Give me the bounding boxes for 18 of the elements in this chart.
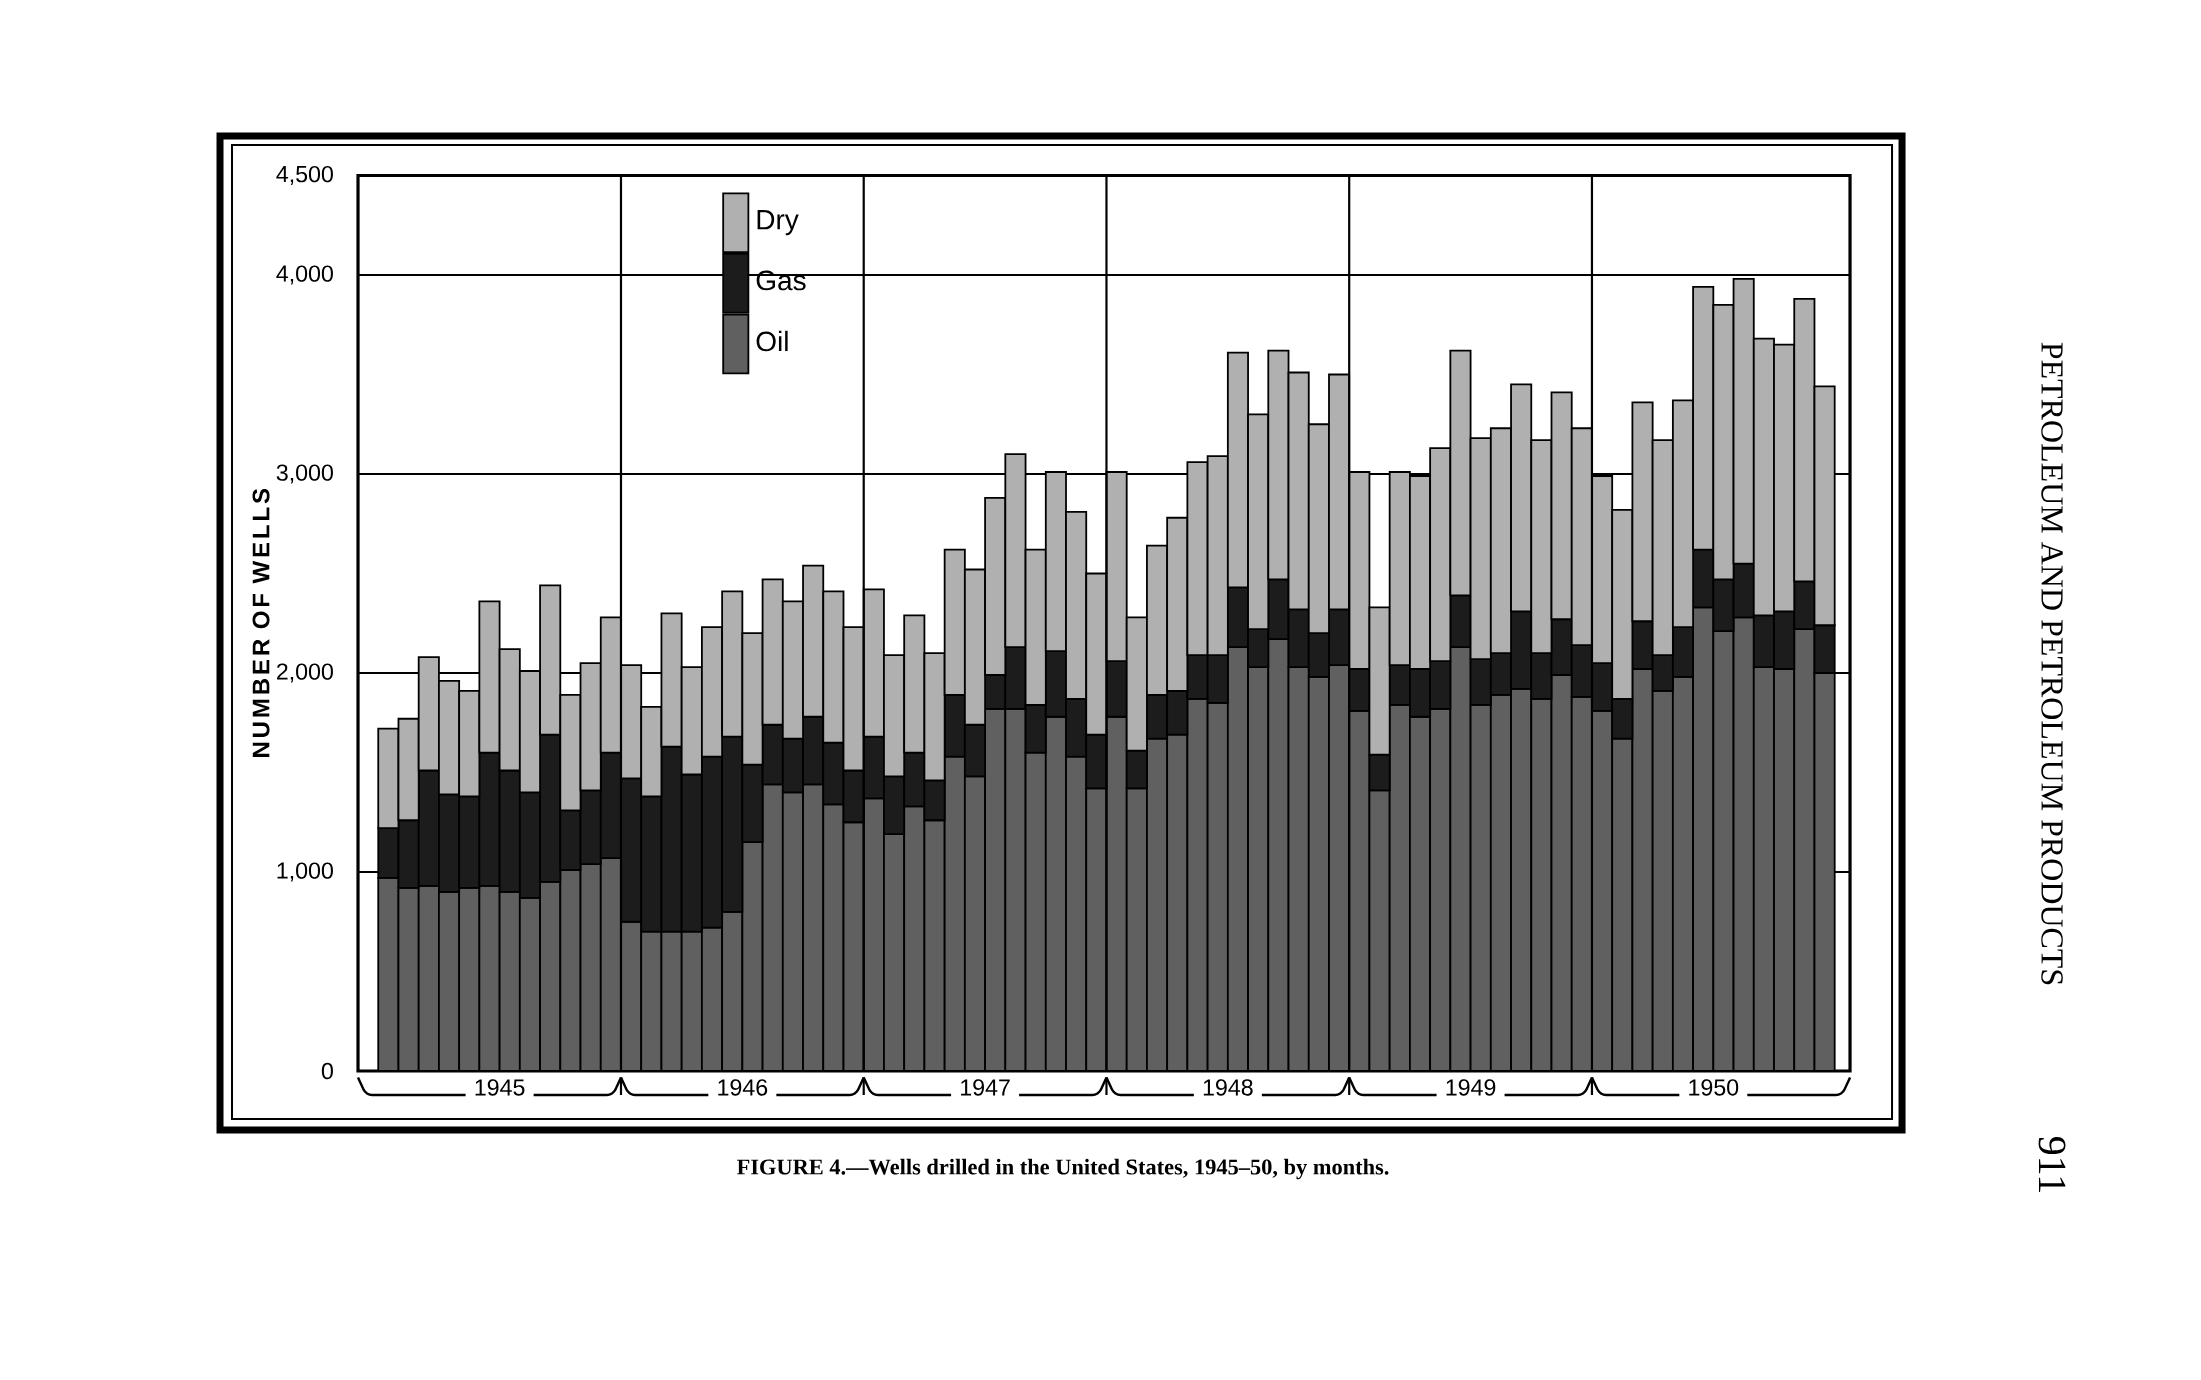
- x-tick-label: 1945: [475, 1079, 525, 1096]
- legend-label: Oil: [756, 330, 788, 352]
- y-tick-label: 3,000: [276, 464, 333, 484]
- y-tick-label: 4,000: [276, 265, 333, 285]
- text: 911: [2038, 1137, 2066, 1192]
- caption: FIGURE 4.—Wells drilled in the United States, 1945–50, by months.: [737, 1158, 1389, 1180]
- y-tick-label: 4,500: [276, 165, 333, 186]
- y-tick-label: 1,000: [277, 862, 333, 882]
- y-tick-label: 2,000: [277, 663, 333, 683]
- x-tick-label: 1949: [1446, 1079, 1496, 1096]
- legend-label: Dry: [757, 210, 799, 236]
- x-tick-label: 1946: [718, 1079, 768, 1096]
- x-tick-label: 1950: [1689, 1079, 1739, 1096]
- x-tick-label: 1948: [1203, 1079, 1253, 1096]
- y-axis-title: NUMBER OF WELLS: [252, 488, 270, 757]
- x-tick-label: 1947: [961, 1079, 1010, 1096]
- y-tick-label: 0: [321, 1062, 333, 1080]
- text: PETROLEUM AND PETROLEUM PRODUCTS: [2041, 342, 2063, 985]
